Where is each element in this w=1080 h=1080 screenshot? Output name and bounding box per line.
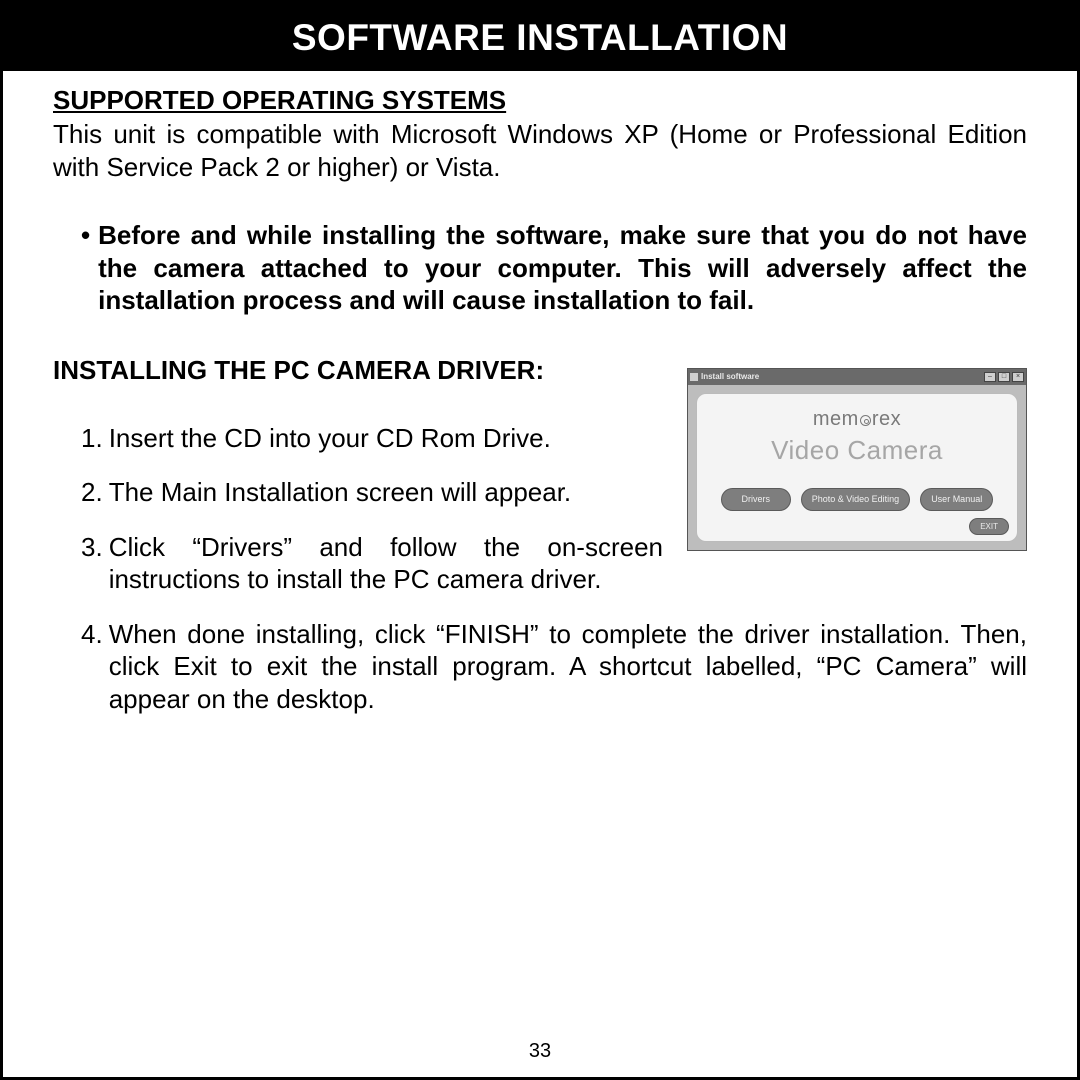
step-text: Click “Drivers” and follow the on-screen… — [109, 531, 663, 596]
installer-window-titlebar: Install software – □ × — [688, 369, 1026, 385]
warning-text: Before and while installing the software… — [98, 219, 1027, 317]
titlebar-app-icon — [690, 373, 698, 381]
supported-os-text: This unit is compatible with Microsoft W… — [53, 118, 1027, 183]
step-number: 1. — [81, 422, 103, 455]
photo-video-editing-button[interactable]: Photo & Video Editing — [801, 488, 910, 511]
manual-page: SOFTWARE INSTALLATION SUPPORTED OPERATIN… — [0, 0, 1080, 1080]
step-number: 2. — [81, 476, 103, 509]
exit-button[interactable]: EXIT — [969, 518, 1009, 535]
drivers-button[interactable]: Drivers — [721, 488, 791, 511]
maximize-button[interactable]: □ — [998, 372, 1010, 382]
step-number: 4. — [81, 618, 103, 716]
install-step-1: 1. Insert the CD into your CD Rom Drive. — [81, 422, 663, 455]
warning-block: • Before and while installing the softwa… — [53, 219, 1027, 317]
install-two-column: 1. Insert the CD into your CD Rom Drive.… — [53, 400, 1027, 596]
brand-o-icon — [860, 415, 871, 426]
page-number: 33 — [3, 1040, 1077, 1063]
install-step-2: 2. The Main Installation screen will app… — [81, 476, 663, 509]
supported-os-heading: SUPPORTED OPERATING SYSTEMS — [53, 85, 1027, 116]
product-name: Video Camera — [705, 435, 1009, 466]
step-text: The Main Installation screen will appear… — [109, 476, 663, 509]
installer-window: Install software – □ × memrex Video Came… — [687, 368, 1027, 551]
close-button[interactable]: × — [1012, 372, 1024, 382]
warning-item: • Before and while installing the softwa… — [81, 219, 1027, 317]
install-steps-column: 1. Insert the CD into your CD Rom Drive.… — [53, 400, 663, 596]
minimize-button[interactable]: – — [984, 372, 996, 382]
titlebar-window-controls: – □ × — [984, 372, 1024, 382]
step-number: 3. — [81, 531, 103, 596]
warning-bullet: • — [81, 219, 90, 252]
install-step-4: 4. When done installing, click “FINISH” … — [53, 618, 1027, 716]
page-title-bar: SOFTWARE INSTALLATION — [3, 3, 1077, 71]
install-step-3: 3. Click “Drivers” and follow the on-scr… — [81, 531, 663, 596]
brand-logo: memrex — [705, 408, 1009, 431]
user-manual-button[interactable]: User Manual — [920, 488, 993, 511]
installer-button-row: Drivers Photo & Video Editing User Manua… — [705, 488, 1009, 511]
titlebar-left: Install software — [690, 372, 759, 381]
step-text: When done installing, click “FINISH” to … — [109, 618, 1027, 716]
installer-screenshot-column: Install software – □ × memrex Video Came… — [687, 368, 1027, 551]
step-text: Insert the CD into your CD Rom Drive. — [109, 422, 663, 455]
installer-body: memrex Video Camera Drivers Photo & Vide… — [696, 393, 1018, 542]
titlebar-title: Install software — [701, 372, 759, 381]
